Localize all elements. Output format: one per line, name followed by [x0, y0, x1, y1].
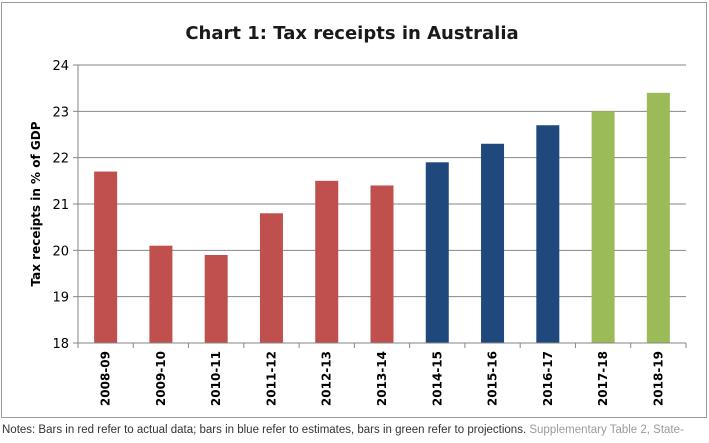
bar-2008-09	[94, 171, 118, 343]
bar-2015-16	[481, 143, 505, 343]
bar-2010-11	[204, 254, 228, 343]
chart-notes: Notes: Bars in red refer to actual data;…	[2, 424, 707, 436]
chart-title: Chart 1: Tax receipts in Australia	[185, 23, 518, 44]
y-tick-label: 21	[52, 198, 69, 213]
x-tick-label: 2016-17	[541, 351, 555, 406]
x-tick-label: 2011-12	[264, 351, 278, 406]
x-tick-label: 2013-14	[375, 351, 389, 406]
bars	[94, 92, 670, 343]
y-tick-label: 20	[52, 244, 69, 259]
notes-text: Notes: Bars in red refer to actual data;…	[2, 424, 527, 436]
bar-2016-17	[536, 125, 560, 343]
bar-2011-12	[259, 213, 283, 343]
y-tick-label: 24	[52, 59, 69, 74]
y-tick-label: 18	[52, 337, 69, 352]
bar-2014-15	[425, 162, 449, 343]
x-axis-ticks: 2008-09 2009-10 2010-11 2011-12 2012-13 2013-…	[77, 343, 687, 406]
bar-2012-13	[315, 180, 339, 343]
bar-chart: Chart 1: Tax receipts in Australia 18 19 2…	[29, 23, 687, 406]
bar-2009-10	[149, 245, 173, 343]
source-link[interactable]: Supplementary Table 2, State-	[529, 424, 684, 436]
x-tick-label: 2018-19	[651, 351, 665, 406]
x-tick-label: 2010-11	[209, 351, 223, 406]
y-axis-ticks: 18 19 20 21 22 23 24	[52, 59, 78, 352]
x-tick-label: 2008-09	[99, 351, 113, 406]
x-tick-label: 2015-16	[486, 351, 500, 406]
y-tick-label: 19	[52, 291, 69, 306]
y-tick-label: 23	[52, 105, 69, 120]
chart-frame: Chart 1: Tax receipts in Australia 18 19 2…	[1, 2, 707, 418]
x-tick-label: 2009-10	[154, 351, 168, 406]
x-tick-label: 2017-18	[596, 351, 610, 406]
bar-2018-19	[646, 92, 670, 343]
bar-2013-14	[370, 185, 394, 343]
x-tick-label: 2012-13	[320, 351, 334, 406]
y-axis-label: Tax receipts in % of GDP	[29, 121, 43, 286]
x-tick-label: 2014-15	[430, 351, 444, 406]
bar-2017-18	[591, 111, 615, 343]
y-tick-label: 22	[52, 152, 69, 167]
